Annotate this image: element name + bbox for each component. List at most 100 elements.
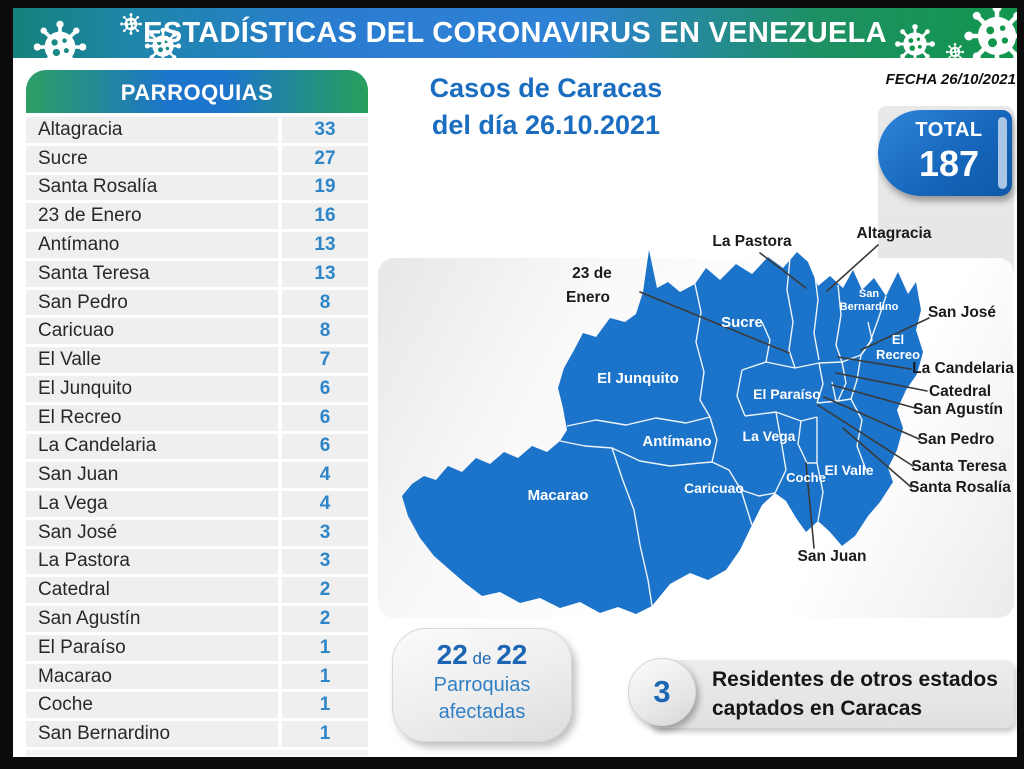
parish-count: 1 <box>282 634 368 661</box>
parish-count: 2 <box>282 577 368 604</box>
map-label: El Paraíso <box>753 386 821 402</box>
table-row: San Agustín 2 <box>26 606 368 632</box>
parish-name: San Agustín <box>26 606 278 632</box>
affected-of-label: de <box>472 649 492 668</box>
table-row: Macarao 1 <box>26 663 368 690</box>
parish-count: 1 <box>282 692 368 719</box>
header-banner: ESTADÍSTICAS DEL CORONAVIRUS EN VENEZUEL… <box>13 8 1017 58</box>
table-row: San Bernardino 1 <box>26 721 368 747</box>
table-row: El Junquito 6 <box>26 375 368 402</box>
main-title: Casos de Caracas del día 26.10.2021 <box>400 70 692 144</box>
parish-count: 33 <box>282 117 368 143</box>
other-states-count-badge: 3 <box>628 658 696 726</box>
parish-name: 23 de Enero <box>26 203 278 230</box>
total-badge: TOTAL 187 <box>878 110 1012 196</box>
map-label: Recreo <box>876 347 920 362</box>
map-label: El Valle <box>824 462 873 478</box>
parish-count: 16 <box>282 203 368 230</box>
parish-count: 1 <box>282 663 368 690</box>
map-label: Macarao <box>528 487 589 504</box>
map-label: La Vega <box>743 428 796 444</box>
parish-count: 8 <box>282 289 368 316</box>
total-value: 187 <box>918 143 980 184</box>
parish-name: El Valle <box>26 347 278 373</box>
parish-name: Sucre <box>26 145 278 172</box>
map-label: Catedral <box>929 383 991 400</box>
parish-count: 3 <box>282 519 368 546</box>
main-title-line1: Casos de Caracas <box>429 73 663 103</box>
parish-name: Caricuao <box>26 318 278 345</box>
parish-name: San José <box>26 519 278 546</box>
map-label: Bernardino <box>840 301 899 313</box>
table-row: Altagracia 33 <box>26 117 368 143</box>
table-row: Santa Teresa 13 <box>26 260 368 287</box>
table-row: Sucre 27 <box>26 145 368 172</box>
affected-text: Parroquias afectadas <box>393 672 571 726</box>
map-label: Santa Rosalía <box>909 479 1011 496</box>
map-label: 23 de <box>572 265 612 282</box>
parish-name: La Pastora <box>26 548 278 575</box>
parish-count: 3 <box>282 548 368 575</box>
parish-name: El Junquito <box>26 375 278 402</box>
map-label: Caricuao <box>684 480 744 496</box>
parish-table: Altagracia 33 Sucre 27 Santa Rosalía 19 23 de … <box>26 117 368 747</box>
caracas-parish-map: Sucre El Junquito El Paraíso Antímano La Veg… <box>402 225 1014 614</box>
table-row: Antímano 13 <box>26 232 368 258</box>
table-row: Coche 1 <box>26 692 368 719</box>
parish-count: 13 <box>282 260 368 287</box>
parish-name: San Bernardino <box>26 721 278 747</box>
table-row: 23 de Enero 16 <box>26 203 368 230</box>
table-row: El Paraíso 1 <box>26 634 368 661</box>
table-row: La Vega 4 <box>26 491 368 517</box>
affected-text-line2: afectadas <box>438 701 526 723</box>
map-label: San Agustín <box>913 401 1003 418</box>
affected-total: 22 <box>496 639 528 670</box>
parish-name: El Paraíso <box>26 634 278 661</box>
parish-name: Antímano <box>26 232 278 258</box>
parish-name: Santa Rosalía <box>26 174 278 201</box>
table-row: Santa Rosalía 19 <box>26 174 368 201</box>
map-label: San Juan <box>798 548 867 565</box>
parish-name: Altagracia <box>26 117 278 143</box>
parish-count: 13 <box>282 232 368 258</box>
table-row: El Recreo 6 <box>26 404 368 431</box>
parish-table-header: PARROQUIAS <box>26 70 368 113</box>
parish-count: 8 <box>282 318 368 345</box>
parish-name: San Pedro <box>26 289 278 316</box>
total-label: TOTAL <box>915 119 983 141</box>
parish-name: Catedral <box>26 577 278 604</box>
parish-name: La Candelaria <box>26 433 278 460</box>
parish-count: 27 <box>282 145 368 172</box>
parish-count: 7 <box>282 347 368 373</box>
parish-name: El Recreo <box>26 404 278 431</box>
map-label: Santa Teresa <box>911 458 1007 475</box>
parish-count: 4 <box>282 491 368 517</box>
parish-name: San Juan <box>26 462 278 489</box>
other-states-bar: Residentes de otros estados captados en … <box>650 660 1014 728</box>
parish-count: 2 <box>282 606 368 632</box>
parish-count: 1 <box>282 721 368 747</box>
table-row: San Pedro 8 <box>26 289 368 316</box>
parish-count: 6 <box>282 433 368 460</box>
map-label: La Candelaria <box>912 360 1014 377</box>
page-title: ESTADÍSTICAS DEL CORONAVIRUS EN VENEZUEL… <box>143 17 887 49</box>
affected-text-line1: Parroquias <box>433 674 531 696</box>
affected-parishes-pill: 22 de 22 Parroquias afectadas <box>392 628 572 742</box>
map-label: San Pedro <box>918 431 995 448</box>
table-row: San Juan 4 <box>26 462 368 489</box>
parish-count: 19 <box>282 174 368 201</box>
map-label: El <box>892 332 904 347</box>
parish-count: 4 <box>282 462 368 489</box>
map-label: Altagracia <box>857 225 932 242</box>
other-states-line1: Residentes de otros estados <box>712 668 998 691</box>
map-region <box>402 250 923 614</box>
table-row: Catedral 2 <box>26 577 368 604</box>
map-label: La Pastora <box>712 233 792 250</box>
map-label: Antímano <box>642 433 711 450</box>
other-states-line2: captados en Caracas <box>712 697 923 720</box>
map-label: Sucre <box>721 314 763 331</box>
parish-name: Macarao <box>26 663 278 690</box>
map-label: Enero <box>566 289 610 306</box>
main-title-line2: del día 26.10.2021 <box>431 110 661 140</box>
label-leader-lines <box>639 244 930 549</box>
